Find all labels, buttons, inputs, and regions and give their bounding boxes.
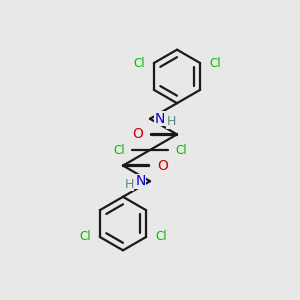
Text: H: H bbox=[124, 178, 134, 191]
Text: H: H bbox=[166, 115, 176, 128]
Text: Cl: Cl bbox=[209, 57, 221, 70]
Text: N: N bbox=[135, 174, 146, 188]
Text: Cl: Cl bbox=[133, 57, 145, 70]
Text: Cl: Cl bbox=[79, 230, 91, 243]
Text: O: O bbox=[157, 159, 168, 172]
Text: O: O bbox=[132, 128, 143, 141]
Text: N: N bbox=[154, 112, 165, 126]
Text: Cl: Cl bbox=[175, 143, 187, 157]
Text: Cl: Cl bbox=[155, 230, 167, 243]
Text: Cl: Cl bbox=[113, 143, 125, 157]
